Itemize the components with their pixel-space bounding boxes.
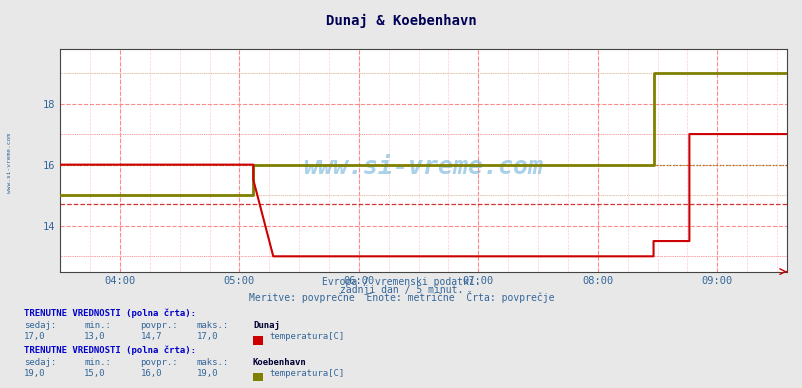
Text: sedaj:: sedaj: bbox=[24, 321, 56, 330]
Text: Meritve: povprečne  Enote: metrične  Črta: povprečje: Meritve: povprečne Enote: metrične Črta:… bbox=[249, 291, 553, 303]
Text: zadnji dan / 5 minut.: zadnji dan / 5 minut. bbox=[339, 285, 463, 295]
Text: Evropa / vremenski podatki.: Evropa / vremenski podatki. bbox=[322, 277, 480, 287]
Text: 19,0: 19,0 bbox=[196, 369, 218, 378]
Text: temperatura[C]: temperatura[C] bbox=[269, 332, 344, 341]
Text: 14,7: 14,7 bbox=[140, 332, 162, 341]
Text: 17,0: 17,0 bbox=[196, 332, 218, 341]
Text: min.:: min.: bbox=[84, 358, 111, 367]
Text: 17,0: 17,0 bbox=[24, 332, 46, 341]
Text: maks.:: maks.: bbox=[196, 321, 229, 330]
Text: 16,0: 16,0 bbox=[140, 369, 162, 378]
Text: Dunaj & Koebenhavn: Dunaj & Koebenhavn bbox=[326, 14, 476, 28]
Text: Dunaj: Dunaj bbox=[253, 321, 279, 330]
Text: temperatura[C]: temperatura[C] bbox=[269, 369, 344, 378]
Text: TRENUTNE VREDNOSTI (polna črta):: TRENUTNE VREDNOSTI (polna črta): bbox=[24, 346, 196, 355]
Text: TRENUTNE VREDNOSTI (polna črta):: TRENUTNE VREDNOSTI (polna črta): bbox=[24, 309, 196, 318]
Text: 19,0: 19,0 bbox=[24, 369, 46, 378]
Text: maks.:: maks.: bbox=[196, 358, 229, 367]
Text: Koebenhavn: Koebenhavn bbox=[253, 358, 306, 367]
Text: www.si-vreme.com: www.si-vreme.com bbox=[303, 155, 543, 179]
Text: www.si-vreme.com: www.si-vreme.com bbox=[7, 133, 12, 193]
Text: min.:: min.: bbox=[84, 321, 111, 330]
Text: povpr.:: povpr.: bbox=[140, 358, 178, 367]
Text: 15,0: 15,0 bbox=[84, 369, 106, 378]
Text: 13,0: 13,0 bbox=[84, 332, 106, 341]
Text: sedaj:: sedaj: bbox=[24, 358, 56, 367]
Text: povpr.:: povpr.: bbox=[140, 321, 178, 330]
